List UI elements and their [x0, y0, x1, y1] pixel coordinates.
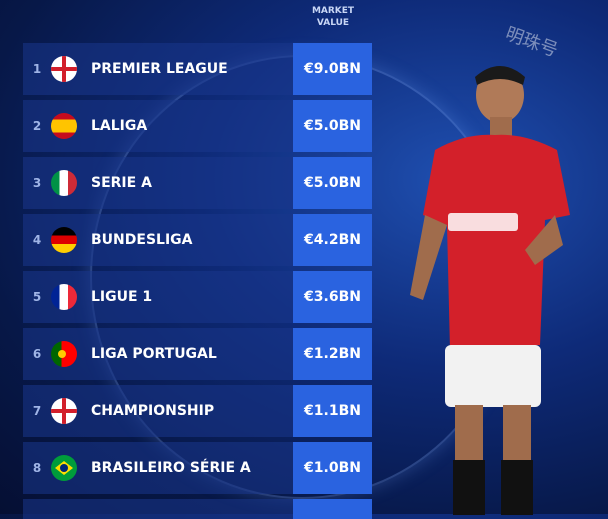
market-value: €5.0BN [293, 157, 372, 209]
market-value: €3.6BN [293, 271, 372, 323]
market-value: €4.2BN [293, 214, 372, 266]
league-row: 3 SERIE A [23, 157, 293, 209]
flag-portugal-icon [51, 341, 77, 367]
league-row: 1 PREMIER LEAGUE [23, 43, 293, 95]
flag-italy-icon [51, 170, 77, 196]
league-row: 8 BRASILEIRO SÉRIE A [23, 442, 293, 494]
flag-england-icon [51, 56, 77, 82]
flag-france-icon [51, 284, 77, 310]
rank: 3 [32, 176, 42, 190]
league-name: PREMIER LEAGUE [91, 61, 228, 77]
rank: 5 [32, 290, 42, 304]
rank: 2 [32, 119, 42, 133]
rank: 4 [32, 233, 42, 247]
league-name: CHAMPIONSHIP [91, 403, 215, 419]
rank: 7 [32, 404, 42, 418]
league-row: 2 LALIGA [23, 100, 293, 152]
flag-england-icon [51, 398, 77, 424]
league-row: 6 LIGA PORTUGAL [23, 328, 293, 380]
league-row: 4 BUNDESLIGA [23, 214, 293, 266]
league-name: BUNDESLIGA [91, 232, 193, 248]
market-value-header: MARKET VALUE [311, 6, 355, 28]
league-row-partial [23, 499, 293, 519]
league-row: 5 LIGUE 1 [23, 271, 293, 323]
flag-spain-icon [51, 113, 77, 139]
market-value: €1.2BN [293, 328, 372, 380]
market-value: €1.1BN [293, 385, 372, 437]
market-value-partial [293, 499, 372, 519]
flag-brazil-icon [51, 455, 77, 481]
flag-germany-icon [51, 227, 77, 253]
rank: 8 [32, 461, 42, 475]
league-name: BRASILEIRO SÉRIE A [91, 460, 251, 476]
league-name: LALIGA [91, 118, 148, 134]
market-value: €9.0BN [293, 43, 372, 95]
market-value: €1.0BN [293, 442, 372, 494]
market-value: €5.0BN [293, 100, 372, 152]
league-name: SERIE A [91, 175, 152, 191]
rank: 1 [32, 62, 42, 76]
league-row: 7 CHAMPIONSHIP [23, 385, 293, 437]
player-image [410, 66, 570, 515]
league-name: LIGUE 1 [91, 289, 153, 305]
league-name: LIGA PORTUGAL [91, 346, 217, 362]
rank: 6 [32, 347, 42, 361]
